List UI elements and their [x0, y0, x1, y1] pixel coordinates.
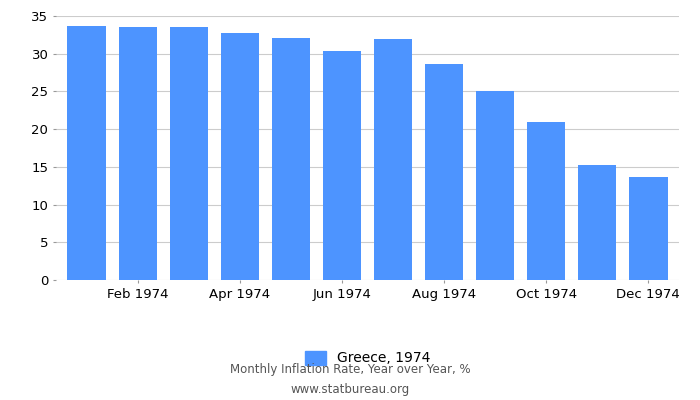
- Bar: [67, 26, 106, 280]
- Bar: [323, 52, 361, 280]
- Text: www.statbureau.org: www.statbureau.org: [290, 384, 410, 396]
- Bar: [476, 92, 514, 280]
- Bar: [169, 26, 208, 280]
- Legend: Greece, 1974: Greece, 1974: [300, 345, 435, 371]
- Bar: [578, 164, 617, 280]
- Bar: [527, 122, 566, 280]
- Bar: [118, 27, 157, 280]
- Bar: [220, 32, 259, 280]
- Bar: [629, 178, 668, 280]
- Bar: [374, 39, 412, 280]
- Bar: [425, 64, 463, 280]
- Bar: [272, 38, 310, 280]
- Text: Monthly Inflation Rate, Year over Year, %: Monthly Inflation Rate, Year over Year, …: [230, 364, 470, 376]
